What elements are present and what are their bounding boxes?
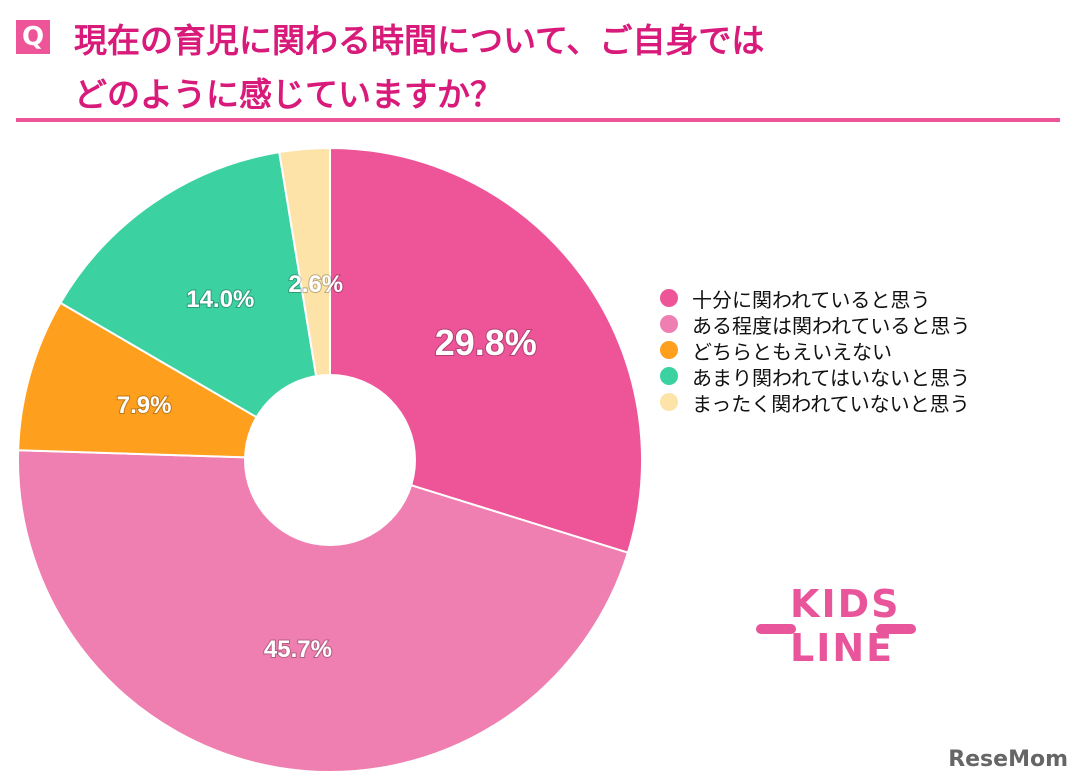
title-divider — [16, 118, 1060, 122]
data-label-3: 14.0% — [186, 286, 254, 313]
legend-item: あまり関われてはいないと思う — [660, 363, 970, 390]
data-label-1: 45.7% — [264, 636, 332, 663]
legend-item: どちらともえいえない — [660, 337, 970, 364]
legend-item: ある程度は関われていると思う — [660, 311, 971, 338]
legend: 十分に関われていると思う ある程度は関われていると思う どちらともえいえない あまり関… — [660, 285, 971, 416]
slice-2 — [17, 301, 331, 461]
data-label-2: 7.9% — [117, 392, 172, 419]
data-label-4: 2.6% — [288, 271, 343, 298]
title-line-2: どのように感じていますか？ — [74, 75, 503, 114]
legend-label: 十分に関われていると思う — [692, 287, 931, 312]
legend-label: ある程度は関われていると思う — [692, 313, 971, 338]
legend-label: どちらともえいえない — [692, 339, 892, 364]
legend-label: あまり関われてはいないと思う — [692, 365, 970, 390]
legend-item: 十分に関われていると思う — [660, 285, 970, 312]
data-label-0: 29.8% — [435, 322, 537, 363]
legend-swatch — [660, 367, 678, 385]
legend-label: まったく関われていないと思う — [692, 391, 970, 416]
legend-item: まったく関われていないと思う — [660, 389, 970, 416]
legend-swatch — [660, 289, 678, 307]
donut-hole — [244, 374, 416, 546]
slice-1 — [17, 449, 630, 774]
q-badge: Q — [16, 20, 50, 54]
logo-arm-right — [876, 624, 916, 634]
legend-swatch — [660, 315, 678, 333]
logo-arm-left — [756, 624, 796, 634]
legend-swatch — [660, 341, 678, 359]
legend-swatch — [660, 393, 678, 411]
slice-3 — [59, 151, 332, 462]
title-line-1: 現在の育児に関わる時間について、ご自身では — [74, 21, 765, 60]
resemom-logo: ReseMom — [948, 747, 1068, 772]
kidsline-logo: KIDS LINE — [756, 584, 916, 674]
